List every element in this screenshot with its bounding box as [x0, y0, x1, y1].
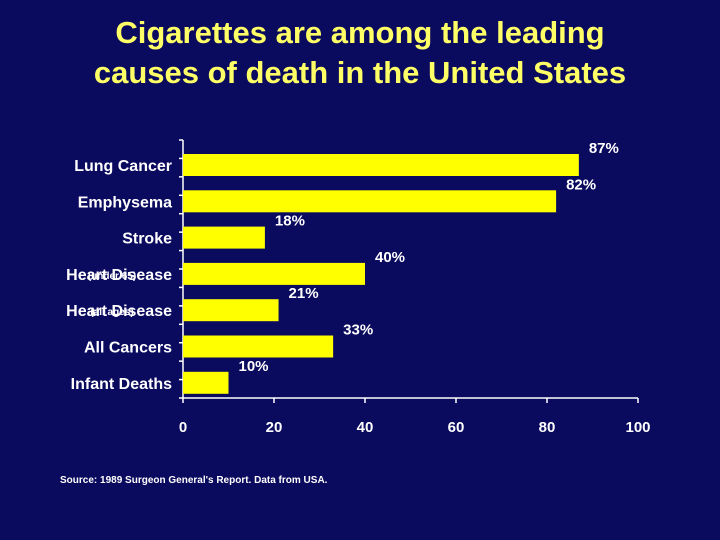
category-label: All Cancers — [84, 340, 172, 357]
value-label: 40% — [375, 249, 405, 266]
source-note: Source: 1989 Surgeon General's Report. D… — [60, 475, 328, 486]
bar — [183, 371, 229, 394]
x-tick-label: 100 — [625, 419, 650, 436]
x-tick-label: 0 — [179, 419, 187, 436]
category-label: Heart Disease — [66, 267, 172, 284]
category-label: Infant Deaths — [71, 376, 172, 393]
x-tick-label: 80 — [539, 419, 556, 436]
x-tick-label: 40 — [357, 419, 374, 436]
value-label: 21% — [289, 285, 319, 302]
bar — [183, 190, 557, 213]
value-label: 10% — [239, 358, 269, 375]
value-label: 82% — [566, 176, 596, 193]
category-label: Heart Disease — [66, 303, 172, 320]
bar — [183, 154, 579, 176]
bar — [183, 226, 265, 249]
bar — [183, 299, 279, 322]
title-line-1: Cigarettes are among the leading — [115, 15, 605, 50]
category-label: Lung Cancer — [74, 158, 172, 175]
x-tick-label: 20 — [266, 419, 283, 436]
title-line-2: causes of death in the United States — [93, 55, 627, 90]
value-label: 18% — [275, 213, 305, 230]
category-label: Stroke — [122, 231, 172, 248]
category-label: Emphysema — [78, 194, 172, 211]
category-sublabel: (all ages) — [90, 307, 133, 318]
bar — [183, 262, 365, 285]
category-sublabel: (under 65) — [88, 271, 136, 282]
value-label: 87% — [589, 140, 619, 157]
value-label: 33% — [343, 322, 373, 339]
bar — [183, 335, 334, 358]
x-tick-label: 60 — [448, 419, 465, 436]
